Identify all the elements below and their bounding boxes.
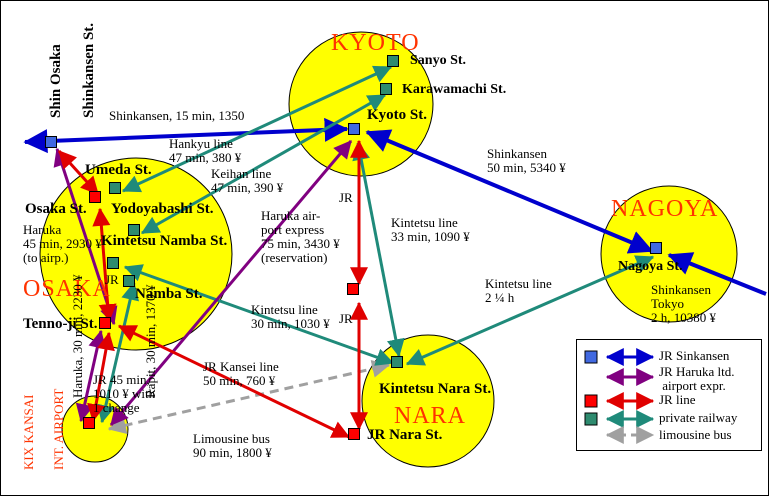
route-label-jr-tennoji-kix: JR 45 min, 1010 ¥ with 1 change	[93, 372, 156, 416]
station-marker-kyoto[interactable]	[348, 123, 360, 135]
route-label-hankyu: Hankyu line 47 min, 380 ¥	[169, 136, 242, 166]
route-label-shinkansen-tokyo: Shinkansen Tokyo 2 h, 10380 ¥	[651, 282, 716, 326]
station-label-tennoji: Tenno-ji St.	[23, 316, 98, 332]
station-marker-osaka[interactable]	[89, 191, 101, 203]
station-marker-nagoya[interactable]	[650, 242, 662, 254]
station-label-shin-osaka-line2: Shinkansen St.	[81, 22, 98, 118]
route-label-shinkansen-osaka-kyoto: Shinkansen, 15 min, 1350	[109, 108, 245, 123]
city-name-nagoya: NAGOYA	[611, 196, 719, 222]
station-label-umeda: Umeda St.	[85, 162, 152, 178]
legend-label-jr: JR line	[659, 392, 696, 407]
route-label-haruka-osaka: Haruka 45 min, 2930 ¥ (to airp.)	[23, 222, 102, 266]
station-marker-namba[interactable]	[123, 275, 135, 287]
station-label-kintetsu-nara: Kintetsu Nara St.	[379, 381, 492, 397]
route-label-haruka-airport-express: Haruka air- port express 75 min, 3430 ¥ …	[261, 208, 340, 266]
station-marker-shin-osaka[interactable]	[45, 136, 57, 148]
legend-label-private: private railway	[659, 410, 738, 425]
station-label-shin-osaka-line1: Shin Osaka	[47, 44, 64, 118]
station-label-sanyo: Sanyo St.	[410, 53, 467, 68]
station-label-namba: Namba St.	[135, 286, 203, 302]
station-marker-kintetsu-namba[interactable]	[107, 257, 119, 269]
route-label-jr-nara-segment: JR	[339, 311, 353, 326]
route-label-limousine: Limousine bus 90 min, 1800 ¥	[193, 431, 272, 461]
station-marker-yodoyabashi[interactable]	[128, 224, 140, 236]
route-label-keihan: Keihan line 47 min, 390 ¥	[211, 166, 284, 196]
legend-label-bus: limousine bus	[659, 427, 732, 442]
airport-label-line2: INT. AIRPORT	[50, 388, 66, 470]
station-marker-mid-jr[interactable]	[347, 283, 359, 295]
station-marker-jr-nara[interactable]	[348, 428, 360, 440]
station-marker-tennoji[interactable]	[99, 317, 111, 329]
route-label-kintetsu-kyoto-nara: Kintetsu line 33 min, 1090 ¥	[391, 215, 470, 245]
route-label-kintetsu-osaka-nara: Kintetsu line 30 min, 1030 ¥	[251, 302, 330, 332]
station-label-namba-jr: JR	[105, 272, 119, 287]
route-label-jr-kansei: JR Kansei line 50 min, 760 ¥	[203, 359, 279, 389]
station-marker-kintetsu-nara[interactable]	[391, 356, 403, 368]
station-label-yodoyabashi: Yodoyabashi St.	[111, 201, 214, 217]
route-label-jr-kyoto: JR	[339, 190, 353, 205]
airport-label-kix: KIX KANSAI INT. AIRPORT	[7, 389, 82, 483]
station-marker-karawamachi[interactable]	[380, 83, 392, 95]
city-name-osaka: OSAKA	[23, 276, 111, 302]
legend-marker-red	[584, 394, 598, 408]
routes-jr	[57, 139, 368, 439]
station-marker-sanyo[interactable]	[387, 55, 399, 67]
legend-vector	[584, 348, 655, 444]
legend-marker-green	[584, 412, 598, 426]
legend-marker-blue	[584, 350, 598, 364]
station-label-kintetsu-namba: Kintetsu Namba St.	[101, 233, 228, 249]
station-label-karawamachi: Karawamachi St.	[402, 82, 507, 97]
station-label-shin-osaka: Shin Osaka Shinkansen St.	[31, 23, 115, 133]
station-marker-umeda[interactable]	[109, 182, 121, 194]
station-label-kyoto: Kyoto St.	[367, 107, 427, 123]
route-label-kintetsu-nara-nagoya: Kintetsu line 2 ¼ h	[485, 276, 552, 306]
city-name-nara: NARA	[394, 403, 467, 429]
legend-label-shinkansen: JR Sinkansen	[659, 348, 730, 363]
station-marker-kix[interactable]	[83, 417, 95, 429]
station-label-jr-nara: JR Nara St.	[367, 427, 443, 443]
legend-label-haruka: JR Haruka ltd. airport expr.	[659, 364, 735, 393]
station-label-nagoya: Nagoya St.	[618, 259, 683, 274]
route-label-haruka-kix: Haruka, 30 min, 2230 ¥	[70, 274, 85, 398]
station-label-osaka: Osaka St.	[25, 201, 87, 217]
airport-label-line1: KIX KANSAI	[20, 394, 36, 470]
city-name-kyoto: KYOTO	[331, 30, 420, 56]
route-label-shinkansen-kyoto-nagoya: Shinkansen 50 min, 5340 ¥	[487, 146, 566, 176]
legend: JR Sinkansen JR Haruka ltd. airport expr…	[576, 339, 762, 451]
